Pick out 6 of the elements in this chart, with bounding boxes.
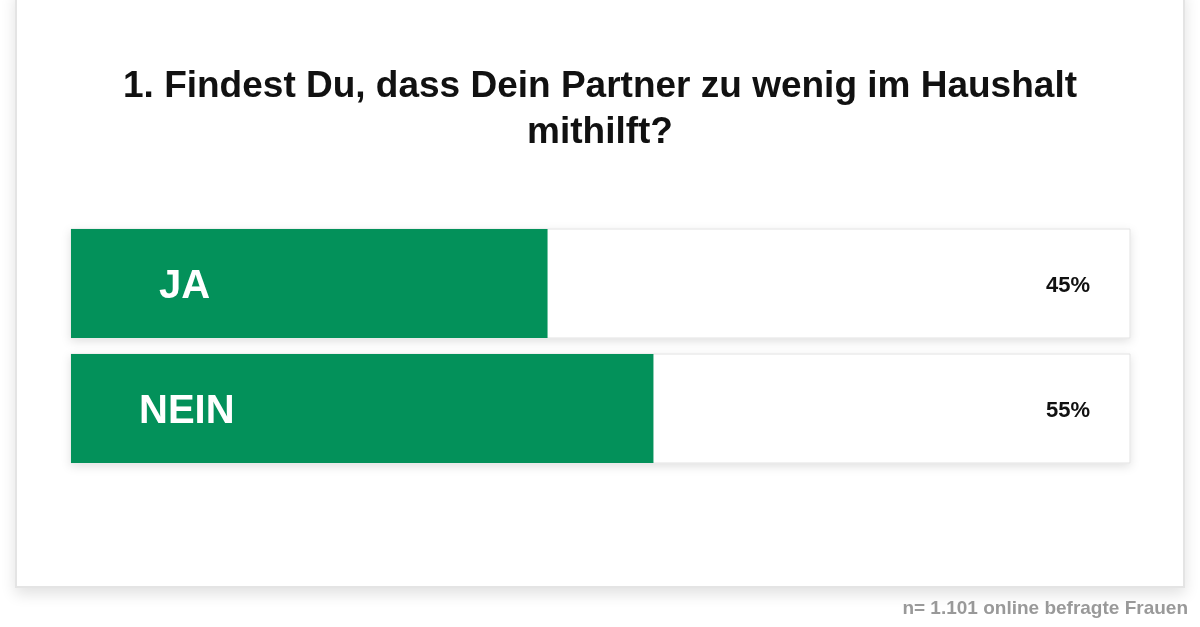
- y-tick-label: JA: [159, 261, 211, 306]
- data-label: 45%: [1045, 271, 1090, 297]
- chart-title: 1. Findest Du, dass Dein Partner zu wenig im Haushalt mithilft?: [122, 63, 1078, 153]
- text: n= 1.101 online befragte Frauen: [902, 597, 1188, 619]
- y-tick-label: NEIN: [139, 386, 235, 431]
- data-label: 55%: [1045, 396, 1090, 422]
